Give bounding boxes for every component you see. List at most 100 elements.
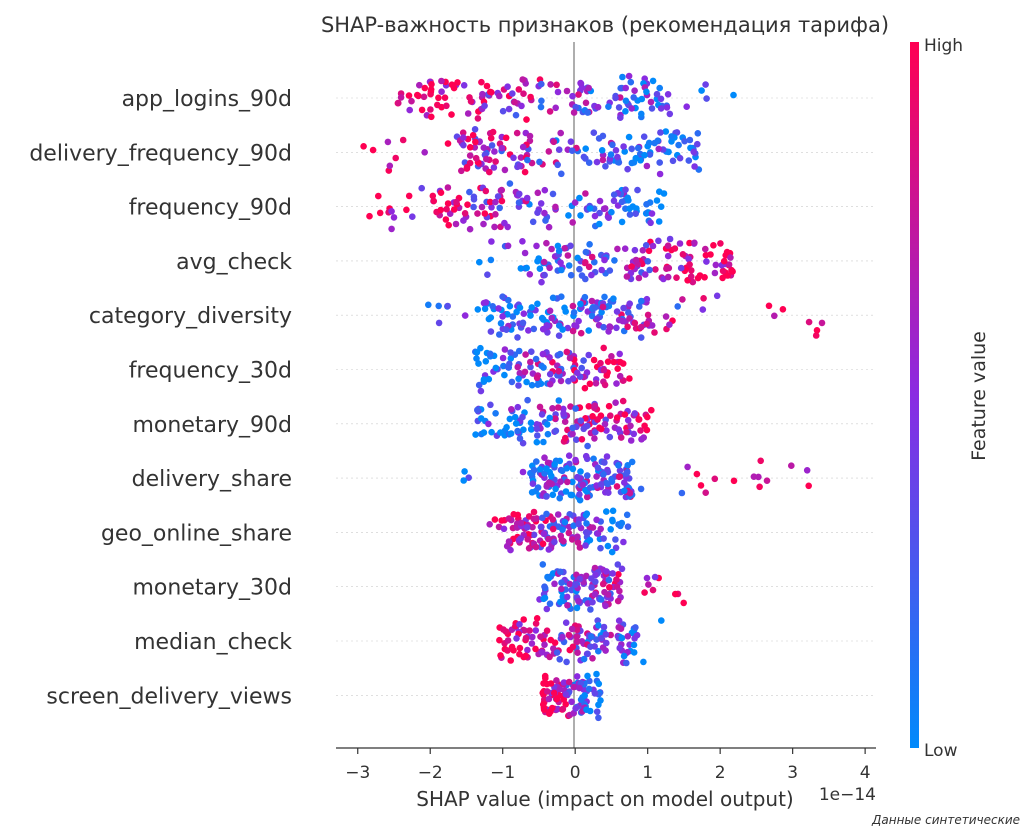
shap-point: [510, 647, 517, 654]
shap-point: [689, 278, 697, 286]
shap-point: [679, 251, 687, 258]
shap-point: [565, 212, 572, 219]
shap-point: [560, 696, 568, 703]
shap-point: [724, 272, 731, 279]
shap-point: [539, 540, 547, 548]
shap-point: [470, 203, 477, 211]
shap-point: [638, 436, 645, 443]
shap-point: [779, 306, 787, 313]
shap-point: [574, 473, 581, 481]
shap-point: [542, 674, 549, 682]
shap-point: [635, 274, 643, 282]
shap-point: [491, 148, 498, 155]
shap-point: [524, 396, 531, 404]
shap-point: [712, 261, 720, 269]
shap-point: [473, 355, 480, 362]
shap-point: [604, 542, 612, 550]
shap-point: [552, 485, 559, 493]
shap-point: [506, 302, 514, 310]
shap-point: [534, 381, 542, 389]
shap-point: [623, 273, 631, 280]
shap-point: [597, 525, 604, 533]
shap-point: [597, 544, 604, 552]
shap-point: [606, 584, 613, 591]
shap-point: [585, 327, 592, 334]
shap-point: [506, 415, 514, 423]
shap-point: [536, 403, 544, 411]
shap-point: [536, 466, 544, 473]
x-tick-label: 0: [570, 763, 581, 783]
shap-point: [602, 602, 609, 610]
shap-point: [594, 103, 602, 111]
shap-point: [498, 517, 506, 524]
shap-point: [575, 91, 582, 98]
shap-point: [710, 242, 717, 249]
shap-point: [600, 535, 607, 542]
shap-point: [576, 491, 583, 498]
x-tick-label: 4: [860, 763, 871, 783]
shap-point: [568, 536, 576, 543]
shap-point: [551, 415, 559, 422]
x-tick-label: 3: [787, 763, 798, 783]
shap-point: [649, 242, 657, 250]
shap-point: [625, 197, 632, 204]
shap-point: [545, 148, 553, 155]
shap-point: [750, 473, 758, 481]
shap-point: [520, 426, 527, 434]
shap-point: [427, 106, 434, 113]
shap-point: [600, 323, 607, 331]
shap-point: [544, 421, 551, 428]
shap-point: [516, 190, 523, 198]
shap-point: [612, 147, 620, 154]
shap-point: [813, 327, 821, 334]
shap-point: [576, 544, 584, 551]
shap-point: [565, 631, 573, 639]
shap-point: [409, 213, 416, 220]
shap-point: [472, 154, 480, 162]
shap-point: [583, 572, 590, 580]
shap-point: [681, 137, 688, 145]
shap-point: [487, 401, 494, 409]
shap-point: [505, 105, 513, 113]
shap-point: [691, 239, 698, 247]
shap-point: [574, 539, 582, 546]
shap-point: [504, 637, 512, 644]
shap-point: [647, 219, 654, 227]
shap-point: [543, 627, 551, 634]
shap-point: [487, 328, 495, 335]
shap-point: [556, 350, 564, 358]
shap-point: [595, 701, 602, 709]
shap-point: [621, 411, 629, 418]
shap-point: [450, 206, 458, 213]
shap-point: [563, 87, 571, 95]
shap-point: [556, 685, 564, 693]
shap-point: [595, 714, 602, 722]
shap-point: [510, 154, 517, 162]
shap-point: [717, 240, 724, 247]
shap-point: [395, 99, 402, 107]
shap-point: [562, 434, 569, 442]
shap-point: [435, 302, 443, 310]
shap-point: [698, 87, 705, 94]
shap-point: [444, 302, 452, 310]
shap-point: [444, 140, 452, 147]
shap-point: [546, 108, 554, 115]
shap-point: [534, 209, 541, 216]
shap-point: [482, 358, 490, 365]
shap-point: [488, 204, 495, 211]
shap-point: [694, 130, 702, 137]
shap-point: [557, 598, 564, 606]
shap-point: [591, 402, 599, 410]
shap-point: [540, 438, 547, 446]
shap-point: [507, 430, 515, 437]
shap-point: [509, 90, 516, 97]
shap-point: [589, 598, 596, 606]
shap-point: [591, 304, 599, 311]
shap-point: [602, 163, 609, 170]
shap-point: [528, 348, 535, 356]
shap-point: [632, 210, 639, 217]
shap-point: [631, 246, 639, 254]
shap-point: [454, 79, 461, 86]
shap-point: [497, 320, 505, 327]
shap-point: [711, 269, 719, 277]
